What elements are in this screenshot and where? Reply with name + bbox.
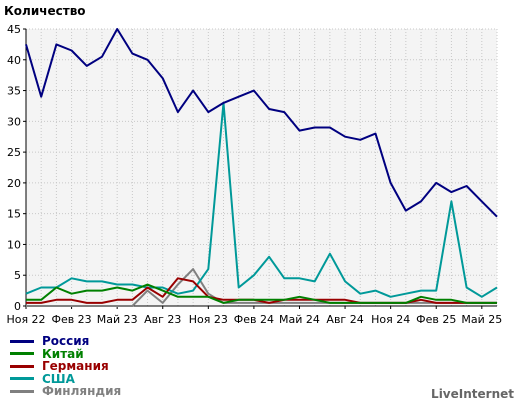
legend-item: Китай [10,346,121,361]
y-tick-label: 0 [14,300,21,313]
x-tick-label: Фев 25 [416,313,456,326]
legend-item: Финляндия [10,384,122,399]
y-tick-label: 25 [7,146,21,159]
legend-item: Россия [10,334,121,349]
x-tick-label: Фев 24 [234,313,274,326]
legend-swatch [10,364,34,368]
x-tick-label: Фев 23 [51,313,91,326]
legend-label: Германия [42,359,109,374]
x-tick-label: Май 25 [461,313,502,326]
legend-swatch [10,352,34,356]
legend: Россия Китай Германия США Финляндия [10,334,122,399]
x-tick-label: Авг 24 [326,313,363,326]
y-tick-label: 20 [7,177,21,190]
legend-item: Германия [10,359,121,374]
y-tick-label: 40 [7,54,21,67]
x-tick-label: Авг 23 [144,313,181,326]
legend-label: США [42,371,75,386]
x-tick-label: Ноя 24 [371,313,410,326]
x-tick-label: Ноя 23 [189,313,228,326]
x-tick-label: Май 23 [97,313,138,326]
y-axis-title: Количество [4,4,86,18]
legend-item: США [10,371,121,386]
plot-area [26,29,497,306]
legend-label: Россия [42,334,90,349]
legend-label: Финляндия [42,384,122,399]
x-tick-label: Май 24 [279,313,320,326]
legend-swatch [10,339,34,343]
series-line-3 [26,277,497,304]
y-tick-label: 15 [7,208,21,221]
y-tick-label: 45 [7,23,21,36]
legend-label: Китай [42,346,84,361]
y-tick-label: 10 [7,238,21,251]
series-line-2 [26,283,497,304]
y-tick-label: 30 [7,115,21,128]
x-tick-label: Ноя 22 [6,313,45,326]
series-line-5 [26,268,497,307]
series-line-1 [25,28,498,218]
watermark-liveinternet: LiveInternet [431,387,514,401]
legend-swatch [10,389,34,393]
y-tick-label: 35 [7,85,21,98]
legend-swatch [10,377,34,381]
y-tick-label: 5 [14,269,21,282]
series-line-4 [25,101,498,298]
